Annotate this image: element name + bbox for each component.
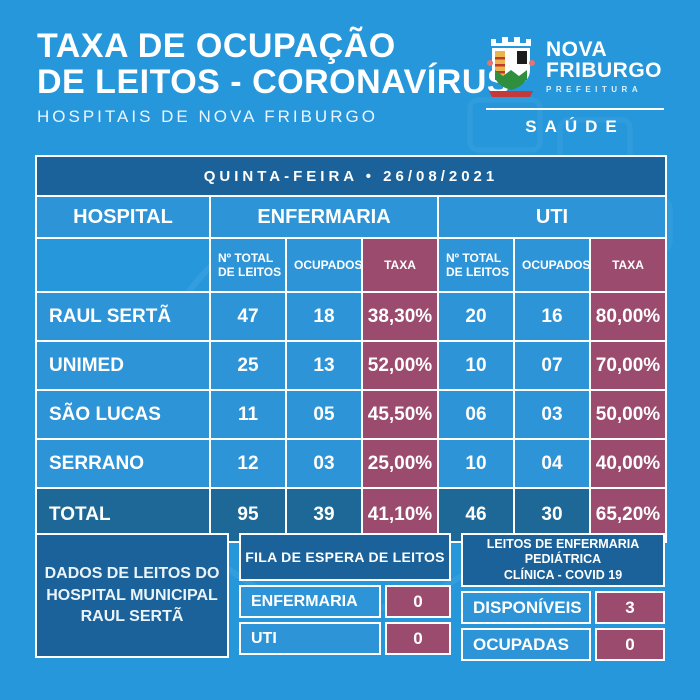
logo-department-label: SAÚDE xyxy=(525,117,625,136)
enf-total: 47 xyxy=(209,291,287,342)
queue-label-enfermaria: ENFERMARIA xyxy=(239,585,381,618)
waiting-queue-box: FILA DE ESPERA DE LEITOS ENFERMARIA 0 UT… xyxy=(239,533,451,661)
queue-box-title: FILA DE ESPERA DE LEITOS xyxy=(239,533,451,581)
pediatric-title-line3: CLÍNICA - COVID 19 xyxy=(503,567,623,582)
group-header-uti: UTI xyxy=(437,195,667,239)
pediatric-label-ocupadas: OCUPADAS xyxy=(461,628,591,661)
pediatric-row: DISPONÍVEIS 3 xyxy=(461,591,665,624)
note-line3: RAUL SERTÃ xyxy=(80,608,184,626)
enf-taxa: 25,00% xyxy=(361,438,439,489)
queue-value-enfermaria: 0 xyxy=(385,585,451,618)
raul-serta-note-box: DADOS DE LEITOS DO HOSPITAL MUNICIPAL RA… xyxy=(35,533,229,658)
enf-ocupados: 18 xyxy=(285,291,363,342)
uti-taxa: 80,00% xyxy=(589,291,667,342)
uti-total: 10 xyxy=(437,438,515,489)
col-header-hospital: HOSPITAL xyxy=(35,195,211,239)
table-row: SERRANO 12 03 25,00% 10 04 40,00% xyxy=(35,438,667,489)
hospital-name: SÃO LUCAS xyxy=(35,389,211,440)
queue-label-uti: UTI xyxy=(239,622,381,655)
page-title-line2: DE LEITOS - CORONAVÍRUS xyxy=(37,63,511,102)
pediatric-value-ocupadas: 0 xyxy=(595,628,665,661)
subheader-uti-total: Nº TOTAL DE LEITOS xyxy=(437,237,515,293)
prefeitura-logo: NOVA FRIBURGO PREFEITURA SAÚDE xyxy=(486,33,664,137)
group-header-enfermaria: ENFERMARIA xyxy=(209,195,439,239)
table-row: RAUL SERTÃ 47 18 38,30% 20 16 80,00% xyxy=(35,291,667,342)
uti-ocupados: 03 xyxy=(513,389,591,440)
logo-name-line2: FRIBURGO xyxy=(546,58,662,82)
uti-total: 20 xyxy=(437,291,515,342)
pediatric-row: OCUPADAS 0 xyxy=(461,628,665,661)
city-crest-icon xyxy=(487,37,535,97)
pediatric-title-line2: PEDIÁTRICA xyxy=(524,552,602,567)
enf-total: 25 xyxy=(209,340,287,391)
uti-total: 10 xyxy=(437,340,515,391)
subheader-enf-ocupados: OCUPADOS xyxy=(285,237,363,293)
uti-total: 06 xyxy=(437,389,515,440)
note-line1: DADOS DE LEITOS DO xyxy=(44,565,220,583)
logo-divider xyxy=(486,108,664,110)
enf-total: 11 xyxy=(209,389,287,440)
page-header: TAXA DE OCUPAÇÃO DE LEITOS - CORONAVÍRUS… xyxy=(37,28,510,127)
logo-name-line1: NOVA xyxy=(546,37,608,61)
date-bar: QUINTA-FEIRA • 26/08/2021 xyxy=(35,155,667,197)
pediatric-label-disponiveis: DISPONÍVEIS xyxy=(461,591,591,624)
uti-ocupados: 04 xyxy=(513,438,591,489)
uti-taxa: 40,00% xyxy=(589,438,667,489)
enf-ocupados: 13 xyxy=(285,340,363,391)
note-line2: HOSPITAL MUNICIPAL xyxy=(46,586,218,604)
pediatric-box-title: LEITOS DE ENFERMARIA PEDIÁTRICA CLÍNICA … xyxy=(461,533,665,587)
subheader-uti-taxa: TAXA xyxy=(589,237,667,293)
pediatric-title-line1: LEITOS DE ENFERMARIA xyxy=(486,536,640,551)
hospital-name: RAUL SERTÃ xyxy=(35,291,211,342)
enf-total: 12 xyxy=(209,438,287,489)
uti-taxa: 50,00% xyxy=(589,389,667,440)
subheader-enf-total: Nº TOTAL DE LEITOS xyxy=(209,237,287,293)
page-subtitle: HOSPITAIS DE NOVA FRIBURGO xyxy=(37,107,378,127)
empty-cell xyxy=(35,237,211,293)
table-row: SÃO LUCAS 11 05 45,50% 06 03 50,00% xyxy=(35,389,667,440)
enf-taxa: 52,00% xyxy=(361,340,439,391)
enf-taxa: 45,50% xyxy=(361,389,439,440)
hospital-name: SERRANO xyxy=(35,438,211,489)
enf-taxa: 38,30% xyxy=(361,291,439,342)
enf-ocupados: 05 xyxy=(285,389,363,440)
logo-prefeitura-label: PREFEITURA xyxy=(546,84,643,94)
occupancy-table: QUINTA-FEIRA • 26/08/2021 HOSPITAL ENFER… xyxy=(35,155,667,543)
footer-section: DADOS DE LEITOS DO HOSPITAL MUNICIPAL RA… xyxy=(35,533,665,661)
enf-ocupados: 03 xyxy=(285,438,363,489)
subheader-uti-ocupados: OCUPADOS xyxy=(513,237,591,293)
pediatric-beds-box: LEITOS DE ENFERMARIA PEDIÁTRICA CLÍNICA … xyxy=(461,533,665,661)
hospital-name: UNIMED xyxy=(35,340,211,391)
uti-taxa: 70,00% xyxy=(589,340,667,391)
table-row: UNIMED 25 13 52,00% 10 07 70,00% xyxy=(35,340,667,391)
queue-row: ENFERMARIA 0 xyxy=(239,585,451,618)
queue-value-uti: 0 xyxy=(385,622,451,655)
uti-ocupados: 07 xyxy=(513,340,591,391)
page-title-line1: TAXA DE OCUPAÇÃO xyxy=(37,27,396,65)
subheader-enf-taxa: TAXA xyxy=(361,237,439,293)
uti-ocupados: 16 xyxy=(513,291,591,342)
queue-row: UTI 0 xyxy=(239,622,451,655)
pediatric-value-disponiveis: 3 xyxy=(595,591,665,624)
